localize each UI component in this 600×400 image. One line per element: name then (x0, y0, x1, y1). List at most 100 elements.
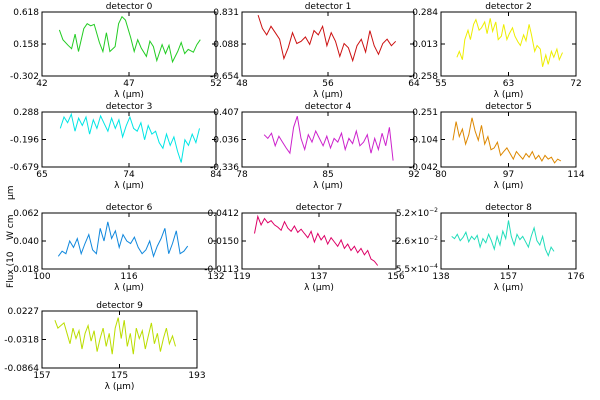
y-axis-label-part3: μm (6, 186, 16, 201)
detector-4-series-line (263, 116, 394, 161)
detector-3-series-line (59, 112, 200, 163)
detector-8-ytick-label: 2.6×10−2 (396, 235, 438, 247)
detector-6-series-line (57, 221, 189, 258)
detector-7-ytick-label: 0.0150 (208, 237, 240, 247)
detector-9-xtick-label: 157 (33, 371, 50, 381)
detector-1-xtick-label: 64 (408, 79, 420, 89)
detector-7-xtick-label: 137 (310, 272, 327, 282)
detector-6-ytick-label: 0.040 (13, 237, 39, 247)
detector-1-frame (241, 11, 415, 77)
detector-1-ytick-label: 0.831 (213, 8, 239, 18)
detector-2-ytick-label: 0.013 (412, 40, 438, 50)
detector-4-ytick-label: 0.407 (213, 108, 239, 118)
detector-6-xlabel: λ (μm) (114, 283, 144, 293)
detector-8-xtick-label: 176 (567, 272, 584, 282)
detector-4-ytick-label: 0.036 (213, 136, 239, 146)
detector-1-series-line (257, 14, 397, 63)
detector-4-panel: detector 4 78 85 92 -0.336 0.036 0.407 λ (μm) (210, 102, 420, 191)
detector-7-title: detector 7 (296, 203, 343, 213)
detector-4-ytick-label: -0.336 (210, 163, 239, 173)
detector-5-xtick-label: 114 (567, 170, 584, 180)
detector-1-xtick-label: 48 (236, 79, 248, 89)
detector-5-series-line (452, 117, 562, 164)
detector-5-ytick-label: 0.104 (412, 136, 438, 146)
detector-2-frame (440, 11, 577, 77)
detector-9-xlabel: λ (μm) (105, 382, 135, 392)
detector-0-panel: detector 0 42 47 52 -0.302 0.158 0.618 λ (μm) (10, 2, 222, 100)
detector-5-ytick-label: 0.251 (412, 108, 438, 118)
detector-7-ytick-label: 0.0412 (208, 209, 240, 219)
detector-0-series-line (58, 15, 201, 64)
detector-2-xtick-label: 55 (435, 79, 446, 89)
detector-9-title: detector 9 (96, 301, 143, 311)
detector-8-xlabel: λ (μm) (494, 283, 524, 293)
detector-3-xtick-label: 65 (36, 170, 47, 180)
detector-4-xtick-label: 85 (322, 170, 333, 180)
detector-0-xtick-label: 52 (210, 79, 221, 89)
detector-0-xtick-label: 47 (123, 79, 134, 89)
detector-8-ytick-label: 5.2×10−2 (396, 207, 438, 219)
detector-9-ytick-label: -0.0864 (4, 364, 39, 374)
detector-8-xtick-label: 138 (432, 272, 449, 282)
detector-7-xtick-label: 156 (387, 272, 404, 282)
detector-6-ytick-label: 0.018 (13, 265, 39, 275)
detector-2-panel: detector 2 55 63 72 -0.258 0.013 0.284 λ (μm) (409, 2, 582, 100)
detector-4-xtick-label: 92 (408, 170, 419, 180)
detector-8-title: detector 8 (485, 203, 532, 213)
detector-1-title: detector 1 (305, 2, 352, 12)
detector-3-xtick-label: 84 (210, 170, 222, 180)
detector-5-xtick-label: 80 (435, 170, 447, 180)
detector-2-xtick-label: 63 (503, 79, 514, 89)
detector-5-ytick-label: -0.042 (409, 163, 438, 173)
detector-0-xlabel: λ (μm) (114, 90, 144, 100)
detector-8-series-line (451, 220, 555, 257)
detector-6-xtick-label: 132 (207, 272, 224, 282)
detector-0-ytick-label: 0.158 (13, 40, 39, 50)
detector-7-series-line (254, 214, 379, 266)
detector-6-panel: detector 6 100 116 132 0.018 0.040 0.062 λ (μm) (13, 203, 224, 293)
detector-5-panel: detector 5 80 97 114 -0.042 0.104 0.251 λ (μm) (409, 102, 585, 191)
detector-0-frame (41, 11, 217, 77)
detector-1-xtick-label: 56 (322, 79, 334, 89)
detector-7-xtick-label: 119 (233, 272, 250, 282)
detector-3-ytick-label: 0.288 (13, 108, 39, 118)
detector-0-title: detector 0 (106, 2, 153, 12)
detector-4-title: detector 4 (305, 102, 352, 112)
detector-0-ytick-label: 0.618 (13, 8, 39, 18)
detector-1-ytick-label: -0.654 (210, 72, 239, 82)
detector-1-panel: detector 1 48 56 64 -0.654 0.088 0.831 λ (μm) (210, 2, 420, 100)
detector-7-xlabel: λ (μm) (304, 283, 334, 293)
detector-3-panel: detector 3 65 74 84 -0.679 -0.196 0.288 λ (μm) (10, 102, 222, 191)
detector-9-panel: detector 9 157 175 193 -0.0864 -0.0318 0.0227 λ… (4, 301, 205, 392)
detector-6-xtick-label: 100 (33, 272, 50, 282)
detector-8-ytick-label: −5.5×10−4 (388, 263, 438, 275)
detector-9-xtick-label: 175 (111, 371, 128, 381)
detector-2-xlabel: λ (μm) (494, 90, 524, 100)
detector-6-xtick-label: 116 (120, 272, 137, 282)
detector-1-ytick-label: 0.088 (213, 40, 239, 50)
detector-3-ytick-label: -0.196 (10, 136, 39, 146)
detector-0-xtick-label: 42 (36, 79, 47, 89)
detector-2-ytick-label: -0.258 (409, 72, 438, 82)
detector-2-ytick-label: 0.284 (412, 8, 438, 18)
detector-3-xtick-label: 74 (123, 170, 135, 180)
detector-8-panel: detector 8 138 157 176 −5.5×10−4 2.6×10−2 5.2×… (388, 203, 585, 293)
detector-3-ytick-label: -0.679 (10, 163, 39, 173)
y-axis-label-part1: Flux (10 (6, 251, 16, 288)
detector-6-ytick-label: 0.062 (13, 209, 39, 219)
detector-5-xtick-label: 97 (503, 170, 514, 180)
detector-2-xtick-label: 72 (570, 79, 581, 89)
detector-0-ytick-label: -0.302 (10, 72, 39, 82)
detector-6-frame (41, 212, 217, 270)
detector-7-ytick-label: -0.0113 (204, 265, 239, 275)
detector-5-xlabel: λ (μm) (494, 181, 524, 191)
detector-6-title: detector 6 (106, 203, 153, 213)
detector-7-panel: detector 7 119 137 156 -0.0113 0.0150 0.0412 λ … (204, 203, 405, 293)
detector-9-series-line (54, 317, 176, 355)
detector-3-xlabel: λ (μm) (114, 181, 144, 191)
detector-4-xlabel: λ (μm) (313, 181, 343, 191)
y-axis-label-part2: W cm (6, 215, 16, 240)
detector-9-ytick-label: 0.0227 (8, 307, 40, 317)
detector-2-series-line (456, 18, 563, 67)
